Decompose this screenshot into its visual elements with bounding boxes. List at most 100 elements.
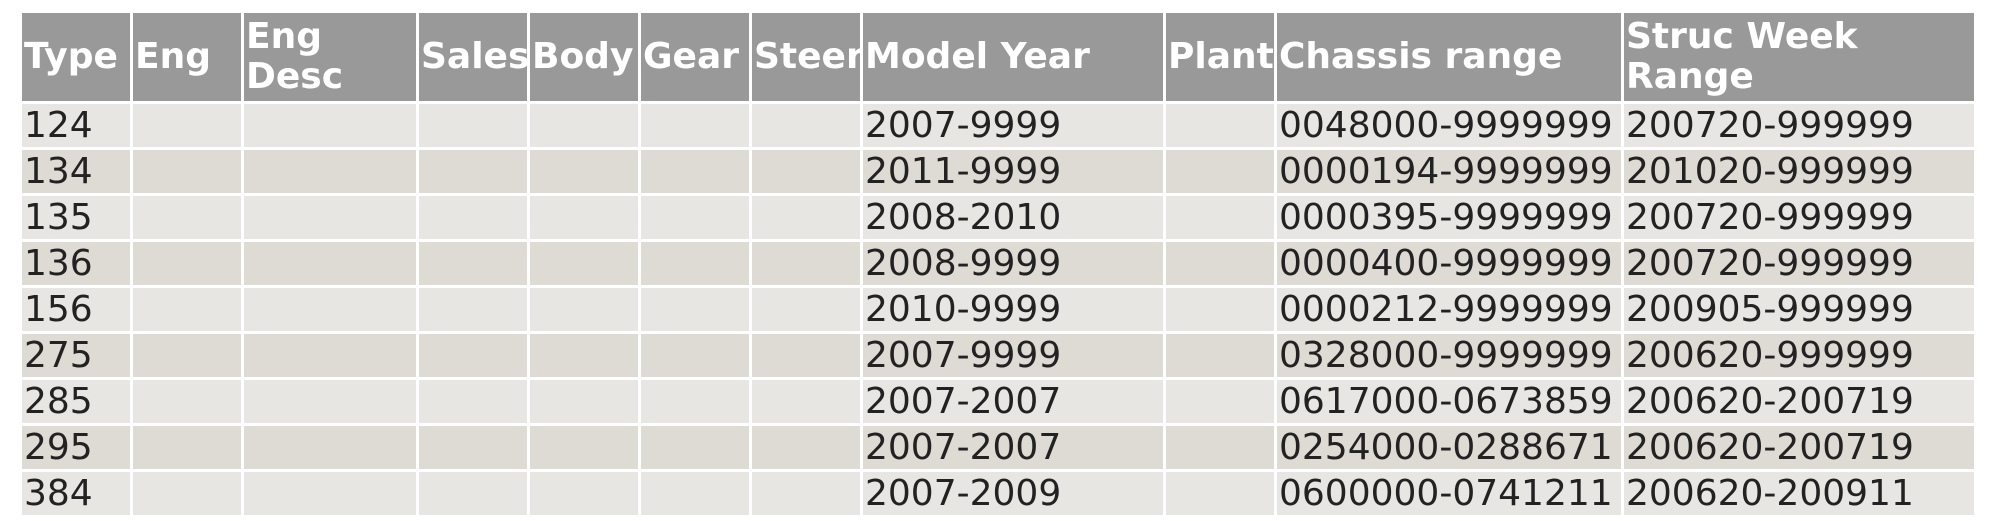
cell-gear — [641, 242, 749, 285]
cell-plant — [1166, 426, 1274, 469]
cell-chassis-range: 0000212-9999999 — [1277, 288, 1621, 331]
cell-steer — [752, 150, 860, 193]
cell-steer — [752, 426, 860, 469]
column-header-sales: Sales — [419, 13, 527, 101]
cell-eng-desc — [244, 196, 416, 239]
cell-gear — [641, 196, 749, 239]
cell-gear — [641, 104, 749, 147]
cell-model-year: 2007-2007 — [863, 380, 1163, 423]
cell-chassis-range: 0328000-9999999 — [1277, 334, 1621, 377]
cell-type: 134 — [22, 150, 130, 193]
cell-gear — [641, 380, 749, 423]
cell-gear — [641, 288, 749, 331]
cell-type: 384 — [22, 472, 130, 515]
cell-eng — [133, 334, 241, 377]
cell-struc-week-range: 200620-999999 — [1624, 334, 1974, 377]
cell-type: 275 — [22, 334, 130, 377]
cell-sales — [419, 426, 527, 469]
cell-steer — [752, 380, 860, 423]
cell-model-year: 2008-2010 — [863, 196, 1163, 239]
cell-plant — [1166, 288, 1274, 331]
cell-eng — [133, 288, 241, 331]
cell-eng-desc — [244, 288, 416, 331]
column-header-gear: Gear — [641, 13, 749, 101]
cell-body — [530, 380, 638, 423]
cell-eng-desc — [244, 104, 416, 147]
cell-struc-week-range: 200620-200719 — [1624, 426, 1974, 469]
column-header-struc-week-range: Struc Week Range — [1624, 13, 1974, 101]
cell-plant — [1166, 104, 1274, 147]
cell-sales — [419, 288, 527, 331]
cell-eng-desc — [244, 380, 416, 423]
cell-body — [530, 426, 638, 469]
table-row: 134 2011-9999 0000194-9999999 201020-999999 — [22, 150, 1974, 193]
cell-struc-week-range: 201020-999999 — [1624, 150, 1974, 193]
cell-chassis-range: 0048000-9999999 — [1277, 104, 1621, 147]
cell-model-year: 2007-2009 — [863, 472, 1163, 515]
cell-body — [530, 196, 638, 239]
cell-gear — [641, 150, 749, 193]
cell-eng — [133, 426, 241, 469]
cell-struc-week-range: 200620-200719 — [1624, 380, 1974, 423]
cell-plant — [1166, 472, 1274, 515]
cell-struc-week-range: 200720-999999 — [1624, 242, 1974, 285]
cell-type: 156 — [22, 288, 130, 331]
cell-struc-week-range: 200905-999999 — [1624, 288, 1974, 331]
cell-steer — [752, 472, 860, 515]
table-row: 295 2007-2007 0254000-0288671 200620-200719 — [22, 426, 1974, 469]
cell-type: 136 — [22, 242, 130, 285]
cell-gear — [641, 426, 749, 469]
cell-type: 295 — [22, 426, 130, 469]
cell-body — [530, 242, 638, 285]
cell-model-year: 2010-9999 — [863, 288, 1163, 331]
cell-eng — [133, 104, 241, 147]
cell-eng — [133, 472, 241, 515]
cell-eng — [133, 380, 241, 423]
cell-steer — [752, 196, 860, 239]
cell-chassis-range: 0000395-9999999 — [1277, 196, 1621, 239]
cell-plant — [1166, 242, 1274, 285]
cell-type: 285 — [22, 380, 130, 423]
cell-gear — [641, 334, 749, 377]
cell-plant — [1166, 196, 1274, 239]
cell-struc-week-range: 200720-999999 — [1624, 196, 1974, 239]
cell-eng — [133, 242, 241, 285]
table-row: 384 2007-2009 0600000-0741211 200620-200911 — [22, 472, 1974, 515]
cell-eng — [133, 150, 241, 193]
cell-sales — [419, 104, 527, 147]
table-row: 135 2008-2010 0000395-9999999 200720-999999 — [22, 196, 1974, 239]
cell-body — [530, 104, 638, 147]
cell-sales — [419, 472, 527, 515]
table-row: 136 2008-9999 0000400-9999999 200720-999999 — [22, 242, 1974, 285]
cell-chassis-range: 0600000-0741211 — [1277, 472, 1621, 515]
cell-plant — [1166, 380, 1274, 423]
cell-chassis-range: 0617000-0673859 — [1277, 380, 1621, 423]
cell-chassis-range: 0000194-9999999 — [1277, 150, 1621, 193]
cell-chassis-range: 0254000-0288671 — [1277, 426, 1621, 469]
table-row: 275 2007-9999 0328000-9999999 200620-999999 — [22, 334, 1974, 377]
cell-sales — [419, 242, 527, 285]
cell-gear — [641, 472, 749, 515]
cell-sales — [419, 380, 527, 423]
cell-body — [530, 472, 638, 515]
cell-chassis-range: 0000400-9999999 — [1277, 242, 1621, 285]
cell-sales — [419, 334, 527, 377]
cell-sales — [419, 150, 527, 193]
column-header-type: Type — [22, 13, 130, 101]
cell-plant — [1166, 150, 1274, 193]
table-body: 124 2007-9999 0048000-9999999 200720-999999… — [22, 104, 1974, 515]
column-header-model-year: Model Year — [863, 13, 1163, 101]
vehicle-range-table-container: Type Eng Eng Desc Sales Body Gear Steer … — [19, 10, 1977, 518]
cell-eng-desc — [244, 426, 416, 469]
cell-steer — [752, 104, 860, 147]
cell-type: 135 — [22, 196, 130, 239]
cell-eng — [133, 196, 241, 239]
vehicle-range-table: Type Eng Eng Desc Sales Body Gear Steer … — [19, 10, 1977, 518]
column-header-chassis-range: Chassis range — [1277, 13, 1621, 101]
cell-steer — [752, 334, 860, 377]
cell-eng-desc — [244, 334, 416, 377]
cell-steer — [752, 288, 860, 331]
cell-model-year: 2007-2007 — [863, 426, 1163, 469]
cell-type: 124 — [22, 104, 130, 147]
table-row: 156 2010-9999 0000212-9999999 200905-999999 — [22, 288, 1974, 331]
